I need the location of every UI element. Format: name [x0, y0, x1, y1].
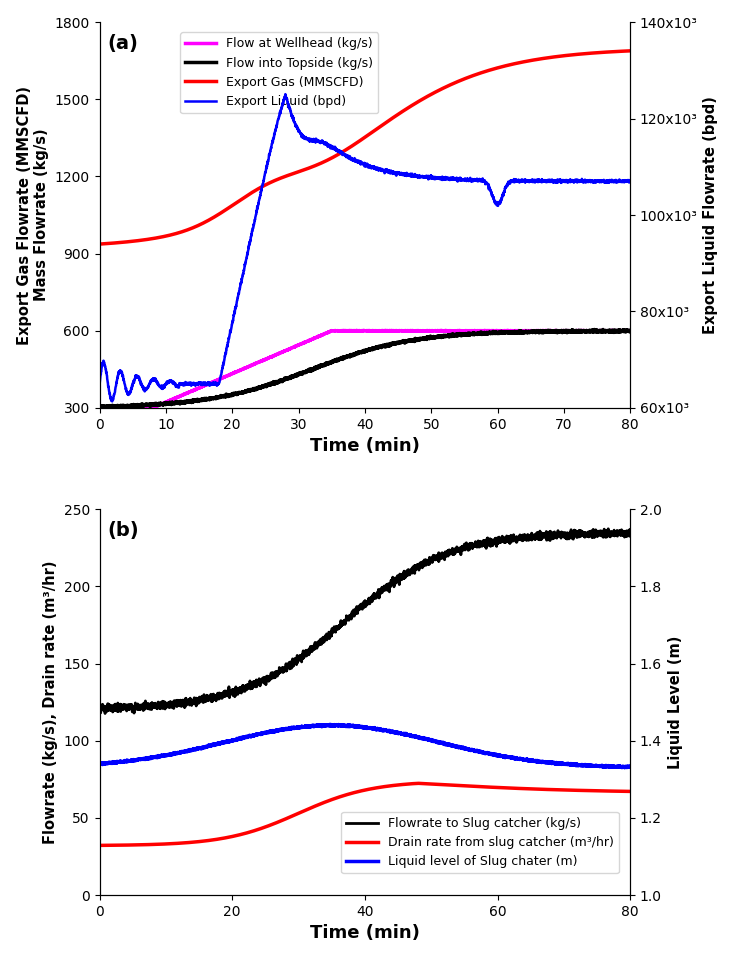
- Export Gas (MMSCFD): [187, 222, 196, 234]
- Flow into Topside (kg/s): [156, 398, 165, 409]
- Flow at Wellhead (kg/s): [187, 386, 196, 397]
- Liquid level of Slug chater (m): [298, 721, 307, 733]
- Export Liquid (bpd): [616, 175, 625, 187]
- Export Gas (MMSCFD): [96, 239, 104, 250]
- Line: Export Liquid (bpd): Export Liquid (bpd): [100, 94, 630, 402]
- Export Gas (MMSCFD): [558, 50, 567, 61]
- Export Liquid (bpd): [96, 379, 104, 390]
- Flow at Wellhead (kg/s): [299, 338, 308, 349]
- Flowrate to Slug catcher (kg/s): [625, 530, 634, 542]
- Drain rate from slug catcher (m³/hr): [322, 796, 331, 807]
- Legend: Flowrate to Slug catcher (kg/s), Drain rate from slug catcher (m³/hr), Liquid le: Flowrate to Slug catcher (kg/s), Drain r…: [342, 812, 619, 874]
- Export Liquid (bpd): [156, 381, 165, 392]
- Flow at Wellhead (kg/s): [96, 402, 104, 413]
- X-axis label: Time (min): Time (min): [310, 924, 420, 943]
- Drain rate from slug catcher (m³/hr): [187, 836, 196, 848]
- Export Liquid (bpd): [281, 88, 290, 100]
- Export Liquid (bpd): [625, 175, 634, 186]
- Flow at Wellhead (kg/s): [607, 324, 616, 336]
- Flow into Topside (kg/s): [625, 326, 634, 338]
- Flow at Wellhead (kg/s): [616, 325, 625, 337]
- Line: Flow into Topside (kg/s): Flow into Topside (kg/s): [100, 330, 630, 409]
- Y-axis label: Export Liquid Flowrate (bpd): Export Liquid Flowrate (bpd): [703, 96, 718, 334]
- Liquid level of Slug chater (m): [156, 751, 165, 762]
- Flowrate to Slug catcher (kg/s): [322, 632, 331, 643]
- Export Liquid (bpd): [322, 137, 331, 149]
- Text: (a): (a): [107, 34, 138, 53]
- Liquid level of Slug chater (m): [559, 759, 567, 770]
- Flow into Topside (kg/s): [98, 403, 107, 414]
- Line: Flowrate to Slug catcher (kg/s): Flowrate to Slug catcher (kg/s): [100, 528, 630, 713]
- Export Liquid (bpd): [299, 131, 308, 143]
- Flow into Topside (kg/s): [616, 325, 625, 337]
- Liquid level of Slug chater (m): [625, 761, 634, 773]
- Flowrate to Slug catcher (kg/s): [96, 705, 104, 716]
- Export Liquid (bpd): [559, 175, 567, 186]
- Y-axis label: Flowrate (kg/s), Drain rate (m³/hr): Flowrate (kg/s), Drain rate (m³/hr): [43, 560, 58, 844]
- Flowrate to Slug catcher (kg/s): [101, 708, 110, 719]
- Y-axis label: Export Gas Flowrate (MMSCFD)
Mass Flowrate (kg/s): Export Gas Flowrate (MMSCFD) Mass Flowra…: [17, 85, 49, 344]
- Flow at Wellhead (kg/s): [625, 325, 634, 337]
- Liquid level of Slug chater (m): [96, 759, 104, 770]
- Flow at Wellhead (kg/s): [322, 327, 331, 339]
- Flow at Wellhead (kg/s): [142, 403, 151, 414]
- Flow at Wellhead (kg/s): [559, 325, 567, 337]
- Flowrate to Slug catcher (kg/s): [604, 523, 613, 534]
- Flow into Topside (kg/s): [590, 324, 599, 336]
- Text: (b): (b): [107, 521, 139, 540]
- Flowrate to Slug catcher (kg/s): [559, 526, 567, 538]
- Line: Drain rate from slug catcher (m³/hr): Drain rate from slug catcher (m³/hr): [100, 784, 630, 846]
- Line: Flow at Wellhead (kg/s): Flow at Wellhead (kg/s): [100, 330, 630, 409]
- Flow into Topside (kg/s): [187, 397, 196, 409]
- X-axis label: Time (min): Time (min): [310, 437, 420, 456]
- Liquid level of Slug chater (m): [615, 760, 624, 772]
- Drain rate from slug catcher (m³/hr): [96, 840, 104, 852]
- Export Gas (MMSCFD): [156, 231, 165, 243]
- Flow into Topside (kg/s): [322, 359, 331, 370]
- Line: Export Gas (MMSCFD): Export Gas (MMSCFD): [100, 51, 630, 245]
- Export Liquid (bpd): [108, 396, 117, 408]
- Drain rate from slug catcher (m³/hr): [615, 785, 624, 797]
- Export Gas (MMSCFD): [298, 164, 307, 175]
- Flow into Topside (kg/s): [96, 402, 104, 413]
- Flowrate to Slug catcher (kg/s): [187, 697, 196, 709]
- Flow at Wellhead (kg/s): [156, 399, 165, 410]
- Drain rate from slug catcher (m³/hr): [559, 784, 567, 796]
- Export Gas (MMSCFD): [322, 155, 331, 167]
- Liquid level of Slug chater (m): [326, 718, 335, 730]
- Flow into Topside (kg/s): [559, 325, 567, 337]
- Drain rate from slug catcher (m³/hr): [414, 778, 423, 789]
- Legend: Flow at Wellhead (kg/s), Flow into Topside (kg/s), Export Gas (MMSCFD), Export L: Flow at Wellhead (kg/s), Flow into Topsi…: [180, 33, 379, 113]
- Export Gas (MMSCFD): [625, 45, 634, 57]
- Flowrate to Slug catcher (kg/s): [616, 529, 625, 541]
- Export Gas (MMSCFD): [615, 46, 624, 58]
- Y-axis label: Liquid Level (m): Liquid Level (m): [667, 636, 683, 769]
- Liquid level of Slug chater (m): [620, 762, 629, 774]
- Export Liquid (bpd): [187, 378, 196, 389]
- Flowrate to Slug catcher (kg/s): [156, 700, 165, 712]
- Line: Liquid level of Slug chater (m): Liquid level of Slug chater (m): [100, 724, 630, 768]
- Drain rate from slug catcher (m³/hr): [625, 785, 634, 797]
- Liquid level of Slug chater (m): [322, 719, 331, 731]
- Flowrate to Slug catcher (kg/s): [299, 645, 308, 657]
- Liquid level of Slug chater (m): [187, 744, 196, 756]
- Drain rate from slug catcher (m³/hr): [156, 838, 165, 850]
- Drain rate from slug catcher (m³/hr): [298, 806, 307, 817]
- Flow into Topside (kg/s): [299, 366, 308, 378]
